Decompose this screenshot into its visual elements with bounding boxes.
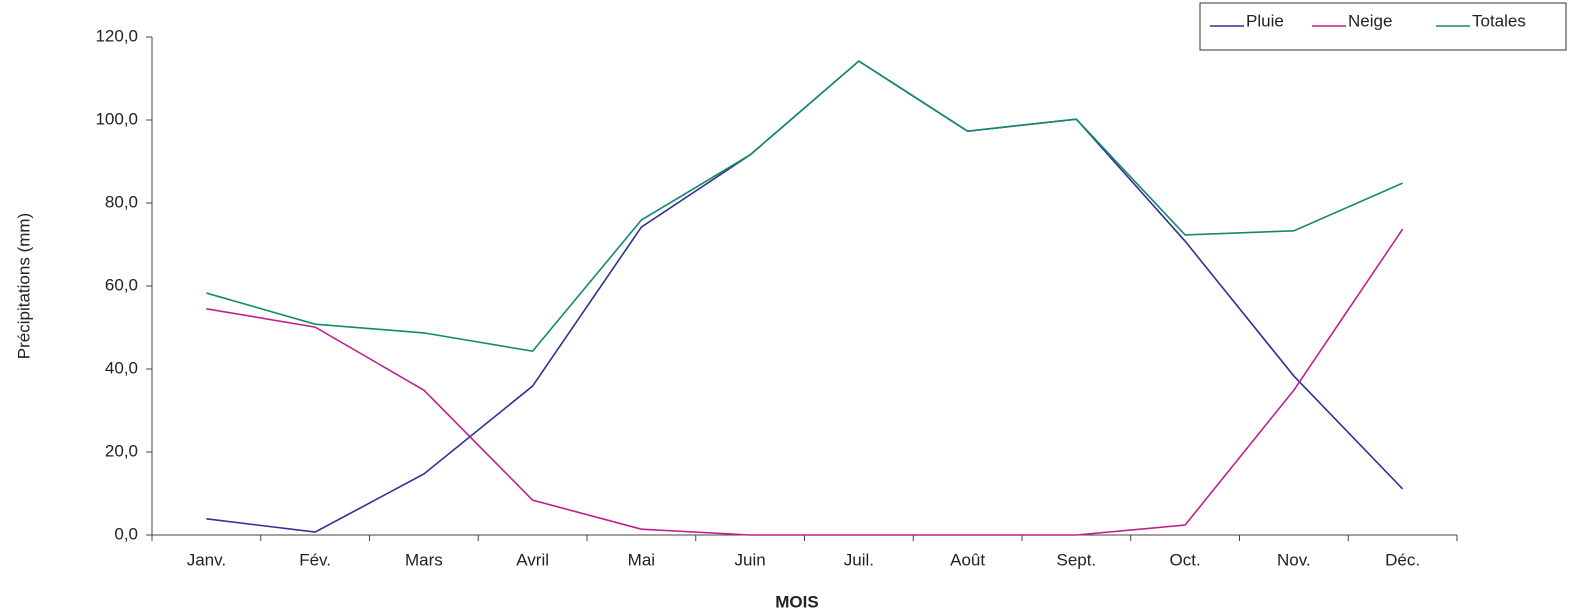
legend-label: Pluie: [1246, 11, 1284, 30]
x-tick-label: Fév.: [299, 550, 331, 569]
y-tick-label: 80,0: [105, 192, 138, 211]
y-tick-label: 0,0: [114, 524, 138, 543]
x-tick-label: Déc.: [1385, 550, 1420, 569]
x-tick-label: Août: [950, 550, 985, 569]
x-tick-label: Oct.: [1170, 550, 1201, 569]
x-axis-label: MOIS: [775, 592, 818, 611]
x-tick-label: Juil.: [844, 550, 874, 569]
x-tick-label: Janv.: [187, 550, 226, 569]
x-tick-label: Nov.: [1277, 550, 1311, 569]
y-axis-label: Précipitations (mm): [14, 213, 33, 359]
y-tick-label: 20,0: [105, 441, 138, 460]
series-line: [206, 60, 1404, 533]
y-tick-label: 60,0: [105, 275, 138, 294]
legend-label: Neige: [1348, 11, 1392, 30]
x-tick-label: Mai: [628, 550, 655, 569]
y-tick-label: 40,0: [105, 358, 138, 377]
series-line: [206, 60, 1403, 353]
legend-label: Totales: [1472, 11, 1526, 30]
series-line: [206, 228, 1404, 536]
y-tick-label: 100,0: [95, 109, 138, 128]
x-tick-label: Avril: [516, 550, 549, 569]
x-tick-label: Mars: [405, 550, 443, 569]
x-tick-label: Sept.: [1057, 550, 1097, 569]
legend-box: [1199, 2, 1567, 51]
x-tick-label: Juin: [735, 550, 766, 569]
y-tick-label: 120,0: [95, 26, 138, 45]
